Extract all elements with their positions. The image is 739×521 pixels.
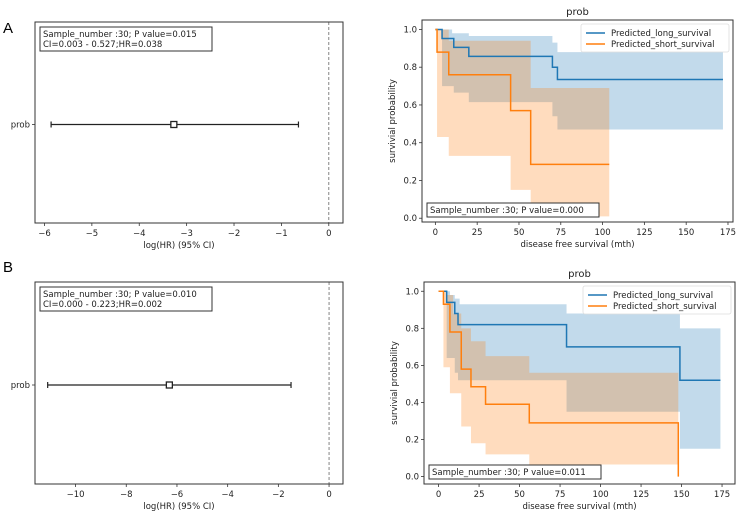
y-tick-label: 1.0: [405, 287, 419, 297]
chart-title: prob: [568, 269, 591, 280]
annotation-text: Sample_number :30; P value=0.010: [43, 290, 197, 300]
x-axis-label: log(HR) (95% CI): [143, 241, 214, 251]
x-tick-label: −2: [228, 229, 241, 239]
x-tick-label: −8: [120, 490, 133, 500]
ci-band-long: [438, 291, 721, 449]
x-tick-label: 50: [514, 490, 525, 500]
hr-point: [165, 381, 174, 389]
x-tick-label: −6: [38, 229, 51, 239]
x-tick-label: −6: [171, 490, 184, 500]
x-tick-label: −4: [221, 490, 234, 500]
y-tick-label: 0.0: [403, 214, 417, 224]
x-tick-label: −2: [272, 490, 285, 500]
x-tick-label: 25: [472, 228, 483, 238]
legend-box: [580, 23, 730, 53]
y-tick-label: 0.6: [403, 101, 417, 111]
y-tick-label: 0.4: [403, 139, 417, 149]
forest-plot-a: −6 −5 −4 −3 −2 −1 0 log(HR) (95% CI) prob Sample_…: [11, 21, 344, 251]
x-tick-label: 0: [436, 490, 441, 500]
x-tick-label: 125: [636, 228, 652, 238]
x-tick-label: 25: [474, 490, 485, 500]
y-axis-label: survivial probability: [390, 341, 400, 425]
x-tick-label: 100: [594, 228, 610, 238]
legend-label: Predicted_long_survival: [613, 291, 713, 301]
panel-label-a: A: [3, 20, 13, 37]
km-plot-a: 0 25 50 75 100 125 150 175 0.0 0.2 0.4 0.6 0.8 1.0 dis…: [388, 7, 736, 250]
x-tick-label: −5: [86, 229, 99, 239]
annotation-text: CI=0.003 - 0.527;HR=0.038: [43, 40, 162, 50]
panel-label-b: B: [3, 259, 13, 276]
km-plot-b: 0 25 50 75 100 125 150 175 0.0 0.2 0.4 0.6 0.8 1.0 dis…: [390, 269, 736, 512]
hr-point: [170, 120, 178, 129]
y-tick-label: 0.0: [405, 473, 419, 483]
plot-frame: [421, 19, 734, 223]
x-tick-label: 125: [633, 490, 649, 500]
annotation-box: [39, 26, 213, 52]
plot-frame: [34, 281, 344, 485]
x-tick-label: 100: [592, 490, 608, 500]
x-tick-label: −10: [67, 490, 85, 500]
forest-plot-b: −10 −8 −6 −4 −2 0 log(HR) (95% CI) prob Sample_n…: [11, 281, 344, 512]
annotation-box: [426, 202, 600, 218]
x-tick-label: 150: [673, 490, 689, 500]
x-tick-label: 0: [326, 490, 331, 500]
km-line-long: [438, 290, 721, 381]
y-tick-label: 0.8: [403, 63, 417, 73]
annotation-box: [428, 464, 602, 480]
legend-label: Predicted_long_survival: [611, 29, 711, 39]
x-axis-label: log(HR) (95% CI): [143, 502, 214, 512]
chart-title: prob: [566, 7, 589, 18]
km-line-short: [438, 290, 680, 477]
annotation-text: Sample_number :30; P value=0.015: [43, 30, 197, 40]
x-tick-label: 175: [714, 490, 730, 500]
x-tick-label: −3: [180, 229, 193, 239]
x-tick-label: −4: [133, 229, 146, 239]
km-line-short: [435, 28, 610, 166]
annotation-text: Sample_number :30; P value=0.011: [432, 468, 586, 478]
x-tick-label: 75: [555, 490, 566, 500]
y-tick-label: 0.2: [405, 436, 419, 446]
annotation-box: [39, 286, 213, 312]
x-tick-label: −1: [275, 229, 288, 239]
legend-label: Predicted_short_survival: [613, 302, 717, 312]
x-axis-label: disease free survival (mth): [520, 240, 634, 250]
ci-band-short: [438, 291, 679, 465]
annotation-text: CI=0.000 - 0.223;HR=0.002: [43, 300, 162, 310]
plot-frame: [423, 281, 736, 485]
y-tick-label: prob: [11, 121, 30, 131]
y-tick-label: 1.0: [403, 25, 417, 35]
y-tick-label: 0.4: [405, 398, 419, 408]
plot-frame: [34, 21, 344, 224]
x-tick-label: 75: [555, 228, 566, 238]
annotation-text: Sample_number :30; P value=0.000: [430, 206, 584, 216]
y-axis-label: survivial probability: [388, 79, 398, 163]
y-tick-label: 0.6: [405, 361, 419, 371]
x-tick-label: 175: [720, 228, 736, 238]
x-tick-label: 150: [678, 228, 694, 238]
legend-label: Predicted_short_survival: [611, 40, 715, 50]
y-tick-label: 0.2: [403, 176, 417, 186]
legend-box: [582, 285, 732, 315]
x-tick-label: 0: [326, 229, 331, 239]
x-tick-label: 0: [433, 228, 438, 238]
ci-band-short: [435, 29, 610, 217]
km-line-long: [435, 28, 723, 81]
x-axis-label: disease free survival (mth): [522, 502, 636, 512]
x-tick-label: 50: [514, 228, 525, 238]
y-tick-label: 0.8: [405, 324, 419, 334]
y-tick-label: prob: [11, 381, 30, 391]
